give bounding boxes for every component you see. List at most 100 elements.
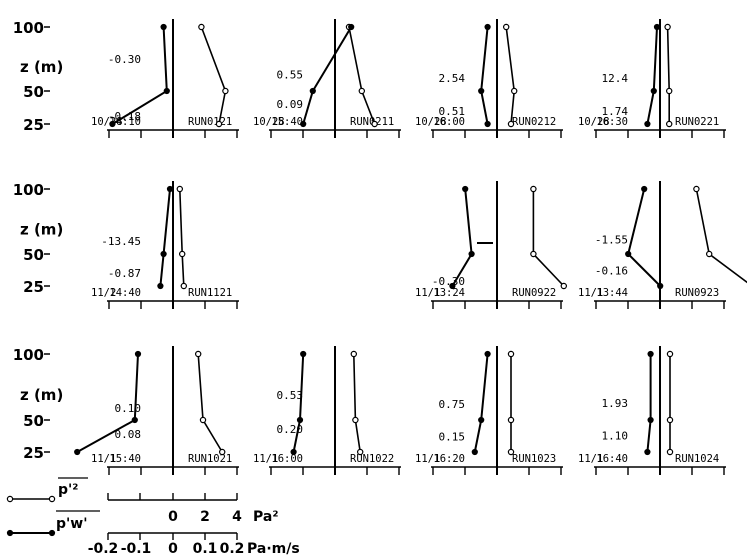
pw-point xyxy=(348,23,355,31)
p2-profile-line xyxy=(353,353,361,453)
p2-point xyxy=(194,350,202,358)
annotation-label: 0.08 xyxy=(115,428,142,441)
p2-point xyxy=(503,23,510,31)
y-axis-labels-row-3: 100 50 25 z (m) xyxy=(13,346,64,462)
annotation-label: 0.09 xyxy=(277,98,304,111)
scale-pw-tick-label: 0.2 xyxy=(220,541,245,557)
p2-point xyxy=(666,120,673,128)
pw-point xyxy=(74,448,81,456)
p2-point xyxy=(218,448,226,456)
pw-point xyxy=(625,250,632,258)
p2-point xyxy=(352,416,359,424)
legend-p2-marker xyxy=(48,495,56,503)
pw-profile-line xyxy=(451,188,473,287)
p2-point xyxy=(507,448,515,456)
panel-time-label: 16:00 xyxy=(271,453,303,465)
y-tick-label: 25 xyxy=(23,116,44,134)
panel-run-label: RUN0221 xyxy=(675,116,719,128)
p2-point xyxy=(199,416,207,424)
scale-pw-tick-label: 0.1 xyxy=(193,541,218,557)
pw-point xyxy=(449,282,456,290)
annotation-label: 0.53 xyxy=(277,389,304,402)
legend-pw-marker xyxy=(48,529,56,537)
annotation-label: 0.10 xyxy=(115,402,142,415)
pw-point xyxy=(478,87,485,95)
p2-profile-line xyxy=(348,26,376,125)
p2-point xyxy=(222,87,229,95)
p2-point xyxy=(693,185,700,193)
scale-pw-tick-label: -0.2 xyxy=(88,541,119,557)
pw-profile-line xyxy=(302,26,353,125)
panel-time-label: 13:24 xyxy=(433,287,465,299)
annotation-label: 0.51 xyxy=(439,105,466,118)
legend-pw-marker xyxy=(6,529,14,537)
panel-date-label: 10/28 xyxy=(578,116,610,128)
p2-point xyxy=(350,350,357,358)
annotation-label: -0.30 xyxy=(108,53,141,66)
panel-time-label: 16:40 xyxy=(596,453,628,465)
p2-point xyxy=(706,250,713,258)
y-axis-title: z (m) xyxy=(20,58,63,76)
panel-date-label: 10/28 xyxy=(415,116,447,128)
pw-point xyxy=(160,250,167,258)
y-axis-labels-row-2: 100 50 25 z (m) xyxy=(13,181,64,296)
panel-date-label: 11/1 xyxy=(415,287,440,299)
p2-profile-line xyxy=(200,26,227,125)
annotation-label: 1.10 xyxy=(602,429,629,442)
p2-point xyxy=(666,87,673,95)
pw-point xyxy=(647,416,654,424)
pw-point xyxy=(131,416,138,424)
annotation-label: 1.93 xyxy=(602,397,629,410)
panel-date-label: 10/28 xyxy=(253,116,285,128)
pw-point xyxy=(478,416,485,424)
scale-p2-tick-label: 0 xyxy=(168,509,178,525)
pw-point xyxy=(309,87,316,95)
panel-run-label: RUN1024 xyxy=(675,453,719,465)
annotation-label: 12.4 xyxy=(602,72,629,85)
annotation-label: 0.55 xyxy=(277,68,304,81)
scale-pw-tick-label: -0.1 xyxy=(121,541,152,557)
p2-point xyxy=(530,185,537,193)
pw-point xyxy=(157,282,164,290)
pw-point xyxy=(160,23,167,31)
legend-p2-label: p'² xyxy=(58,482,78,498)
y-tick-label: 25 xyxy=(23,444,44,462)
scale-p2-tick-label: 4 xyxy=(232,509,242,525)
y-axis-labels-row-1: 100 50 25 z (m) xyxy=(13,19,64,134)
pw-point xyxy=(462,185,469,193)
panel-date-label: 11/1 xyxy=(415,453,440,465)
p2-point xyxy=(507,416,515,424)
y-tick-label: 50 xyxy=(23,412,44,430)
y-tick-label: 100 xyxy=(13,19,44,37)
panel-run-label: RUN1021 xyxy=(188,453,232,465)
p2-point xyxy=(358,87,365,95)
y-tick-label: 50 xyxy=(23,83,44,101)
pw-point xyxy=(163,87,170,95)
pw-profile-line xyxy=(646,26,658,125)
p2-profile-line xyxy=(505,26,516,125)
legend-p2-marker xyxy=(6,495,14,503)
legend: p'² p'w' 0 2 4 Pa² -0.2 -0.1 0 0.1 0.2 Pa·m/s xyxy=(6,477,300,557)
annotation-label: 2.54 xyxy=(439,72,466,85)
p2-point xyxy=(664,23,671,31)
p2-point xyxy=(507,350,515,358)
panel-time-label: 15:40 xyxy=(271,116,303,128)
pw-profile-line xyxy=(159,188,171,287)
p2-point xyxy=(507,120,515,128)
pw-point xyxy=(109,120,116,128)
pw-profile-line xyxy=(646,354,652,453)
p2-point xyxy=(371,120,378,128)
panel-run-label: RUN1022 xyxy=(350,453,394,465)
annotation-label: -0.87 xyxy=(108,267,141,280)
pw-point xyxy=(657,282,664,290)
pw-point xyxy=(644,120,651,128)
panel-run-label: RUN1121 xyxy=(188,287,232,299)
pw-profile-line xyxy=(292,353,305,453)
panel-run-label: RUN0923 xyxy=(675,287,719,299)
pw-point xyxy=(290,448,297,456)
p2-profile-line xyxy=(197,353,223,453)
scale-pw-unit: Pa·m/s xyxy=(247,541,300,557)
